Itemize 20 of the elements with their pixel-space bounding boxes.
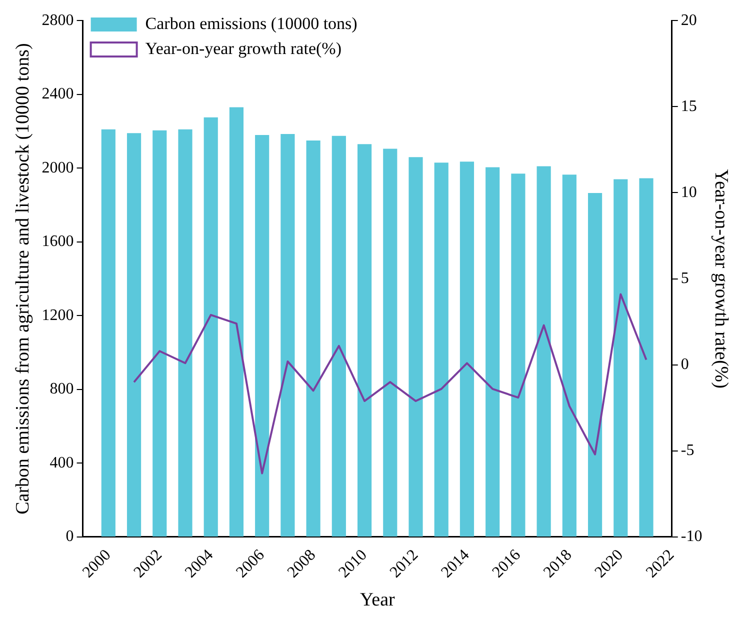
y2-tick-label: 10 (680, 184, 697, 201)
legend-label: Year-on-year growth rate(%) (145, 38, 342, 58)
y2-tick-label: 20 (680, 12, 697, 29)
y-tick-label: 2400 (42, 86, 74, 103)
y-tick-label: 1200 (42, 306, 74, 324)
y-tick-label: 0 (66, 528, 74, 546)
y2-tick-label: 15 (680, 98, 697, 115)
x-axis-title: Year (360, 590, 396, 611)
y-tick-label: 2800 (42, 12, 74, 29)
y-tick-label: 2000 (42, 159, 74, 176)
y2-axis-title: Year-on-year growth rate(%) (710, 169, 732, 388)
y2-tick-label: 0 (680, 356, 689, 374)
legend-label: Carbon emissions (10000 tons) (145, 14, 358, 33)
y-tick-label: 800 (50, 380, 74, 398)
y2-tick-label: -10 (680, 528, 702, 546)
y-tick-label: 1600 (42, 233, 74, 250)
y-tick-label: 400 (50, 454, 74, 472)
y2-tick-label: -5 (680, 442, 694, 460)
y-axis-title: Carbon emissions from agriculture and livestock (10000 tons) (12, 43, 34, 514)
y2-tick-label: 5 (680, 270, 689, 287)
